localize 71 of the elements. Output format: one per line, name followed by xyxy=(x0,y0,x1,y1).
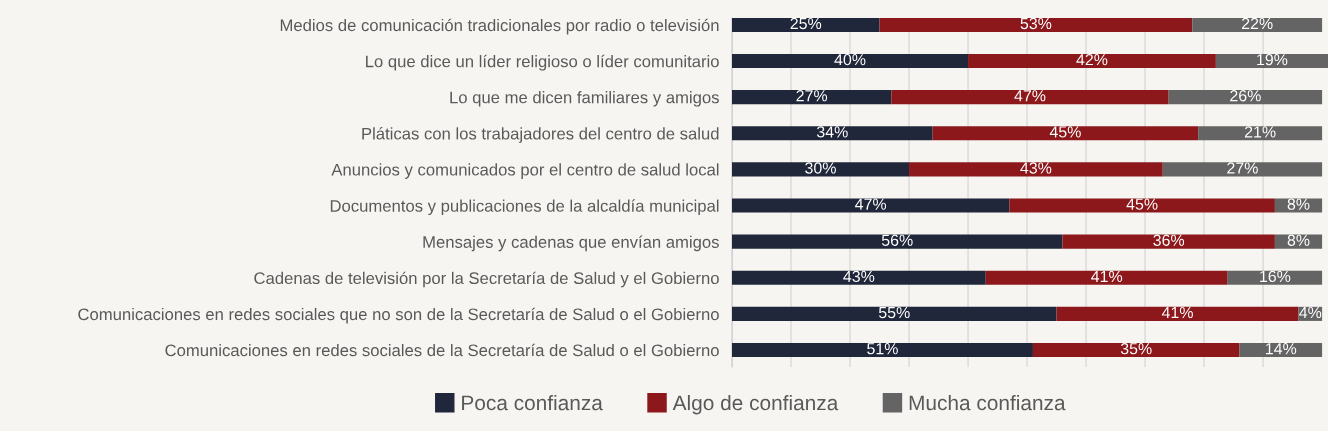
data-label: 27% xyxy=(796,90,828,102)
bar xyxy=(732,53,969,69)
y-tick-label: Pláticas con los trabajadores del centro de salud xyxy=(362,127,719,143)
legend-label: Mucha confianza xyxy=(909,394,1066,411)
bar xyxy=(1056,306,1299,321)
data-label: 8% xyxy=(1287,198,1310,210)
data-label: 51% xyxy=(867,343,898,355)
data-label: 14% xyxy=(1266,343,1297,355)
data-label: 27% xyxy=(1227,162,1258,174)
y-tick-label: Lo que me dicen familiares y amigos xyxy=(450,91,719,107)
data-label: 30% xyxy=(805,162,836,174)
data-label: 40% xyxy=(834,53,866,66)
y-tick-label: Documentos y publicaciones de la alcaldía municipal xyxy=(330,199,719,216)
data-label: 42% xyxy=(1076,53,1108,66)
bar xyxy=(1198,126,1323,141)
data-label: 41% xyxy=(1161,306,1193,319)
bar xyxy=(732,270,986,285)
bar xyxy=(1032,342,1240,358)
bar xyxy=(732,126,933,141)
y-tick-label: Comunicaciones en redes sociales que no son de la Secretaría de Salud o el Gobierno xyxy=(78,307,719,324)
data-label: 41% xyxy=(1091,270,1123,282)
bar xyxy=(732,342,1033,358)
legend-label: Algo de confianza xyxy=(672,394,839,415)
bar xyxy=(1239,342,1323,358)
data-label: 47% xyxy=(855,198,887,210)
data-label: 34% xyxy=(816,126,848,138)
bar xyxy=(932,126,1199,141)
y-tick-label: Cadenas de televisión por la Secretaría de Salud y el Gobierno xyxy=(254,271,719,288)
bar xyxy=(732,198,1010,213)
bar xyxy=(1274,198,1323,213)
data-label: 45% xyxy=(1126,198,1158,210)
bar xyxy=(732,234,1063,249)
data-label: 8% xyxy=(1287,234,1310,246)
bar xyxy=(732,306,1057,321)
bar xyxy=(732,90,892,105)
bar xyxy=(1062,234,1275,249)
bar xyxy=(879,18,1193,32)
data-label: 47% xyxy=(1014,90,1046,102)
data-label: 43% xyxy=(1020,162,1052,174)
data-label: 35% xyxy=(1120,343,1152,355)
y-tick-label: Comunicaciones en redes sociales de la Secretaría de Salud o el Gobierno xyxy=(165,343,719,357)
data-label: 36% xyxy=(1153,234,1185,246)
bar xyxy=(1009,198,1275,213)
data-label: 26% xyxy=(1230,90,1261,102)
legend-label: Poca confianza xyxy=(462,394,603,411)
bar xyxy=(1215,53,1328,69)
data-label: 25% xyxy=(790,17,822,30)
y-tick-label: Lo que dice un líder religioso o líder comunitario xyxy=(366,54,719,71)
bar xyxy=(1227,270,1323,285)
bar xyxy=(732,162,910,177)
bar xyxy=(909,162,1163,177)
bar xyxy=(1192,18,1323,32)
y-tick-label: Anuncios y comunicados por el centro de salud local xyxy=(331,163,719,179)
data-label: 4% xyxy=(1299,306,1322,319)
bar xyxy=(1162,162,1323,177)
data-label: 56% xyxy=(881,234,913,246)
data-label: 45% xyxy=(1049,126,1081,138)
y-tick-label: Mensajes y cadenas que envían amigos xyxy=(423,235,719,252)
data-label: 55% xyxy=(878,306,910,319)
data-label: 22% xyxy=(1242,17,1273,30)
data-label: 43% xyxy=(843,270,875,283)
bar xyxy=(1168,90,1323,105)
data-label: 21% xyxy=(1244,126,1276,138)
data-label: 53% xyxy=(1020,17,1052,30)
data-label: 16% xyxy=(1260,270,1291,283)
bar xyxy=(891,90,1169,105)
bar xyxy=(985,270,1228,285)
y-tick-label: Medios de comunicación tradicionales por radio o televisión xyxy=(280,18,719,35)
bar xyxy=(968,53,1216,69)
data-label: 19% xyxy=(1257,53,1288,66)
bar xyxy=(732,18,880,32)
